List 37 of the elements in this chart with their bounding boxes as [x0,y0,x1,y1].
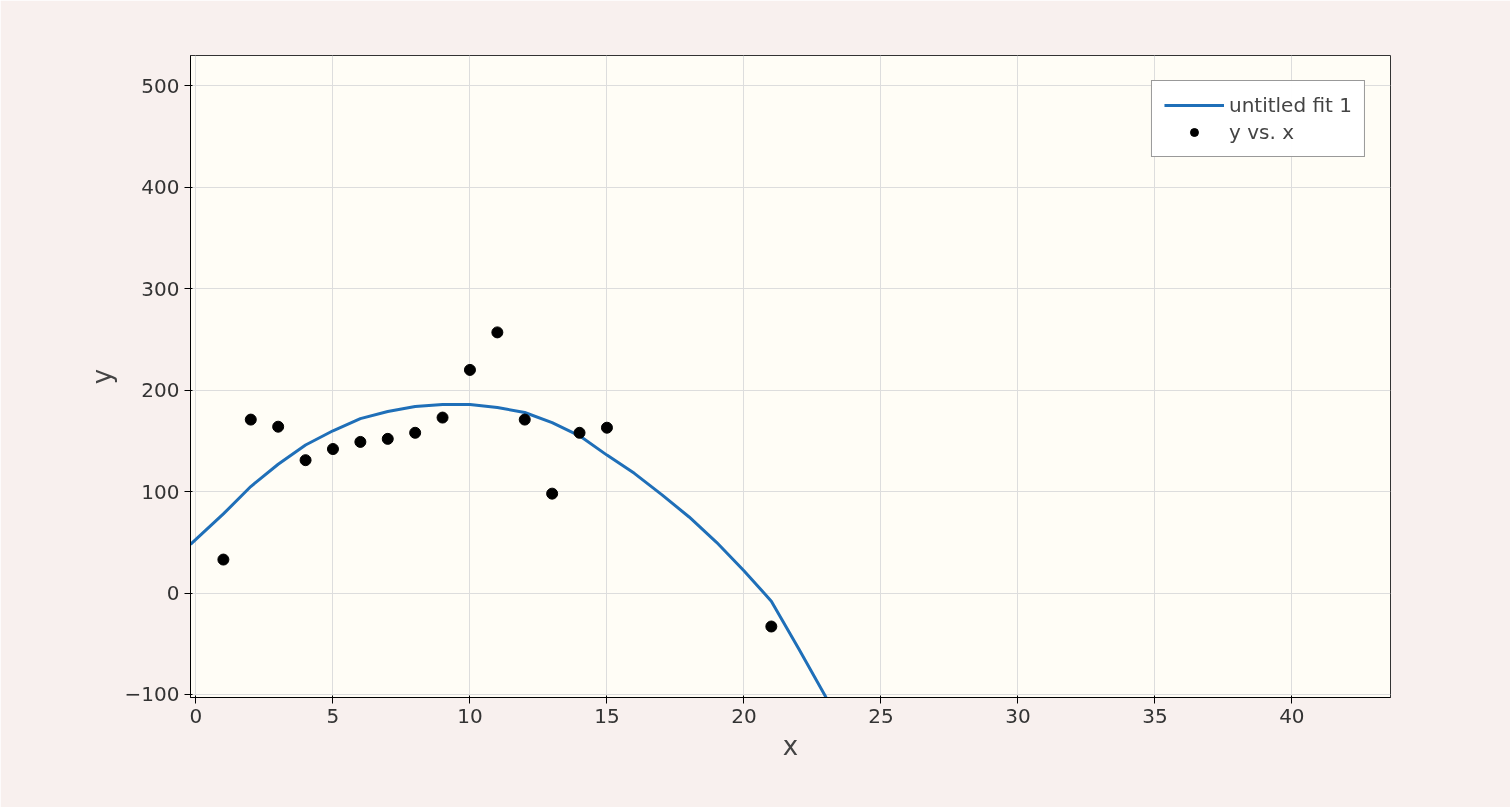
point [463,363,476,376]
y-axis-title: y [86,368,117,385]
point [354,435,367,448]
point [272,420,285,433]
y-tick-label: 300 [141,276,180,301]
point [381,432,394,445]
point [217,553,230,566]
x-tick-label: 5 [326,703,340,728]
x-tick-label: 0 [189,703,203,728]
point [600,421,613,434]
point [546,487,559,500]
point [299,454,312,467]
point [409,426,422,439]
point [765,620,778,633]
line-series [190,402,828,698]
y-tick-label: −100 [124,682,180,707]
legend-label: untitled fit 1 [1228,93,1352,117]
x-tick-label: 10 [457,703,483,728]
legend-label: y vs. x [1228,120,1294,144]
point [573,426,586,439]
point [491,326,504,339]
x-tick-label: 15 [594,703,620,728]
point [244,413,257,426]
x-tick-label: 30 [1005,703,1031,728]
x-tick-label: 35 [1142,703,1168,728]
y-tick-label: 500 [141,73,180,98]
point [518,413,531,426]
x-axis-title: x [782,730,799,761]
point [326,443,339,456]
x-tick-label: 25 [868,703,894,728]
y-tick-label: 200 [141,378,180,403]
x-tick-label: 20 [731,703,757,728]
point [436,411,449,424]
x-tick-label: 40 [1279,703,1305,728]
y-tick-label: 100 [141,479,180,504]
y-tick-label: 0 [166,581,180,606]
y-tick-label: 400 [141,175,180,200]
